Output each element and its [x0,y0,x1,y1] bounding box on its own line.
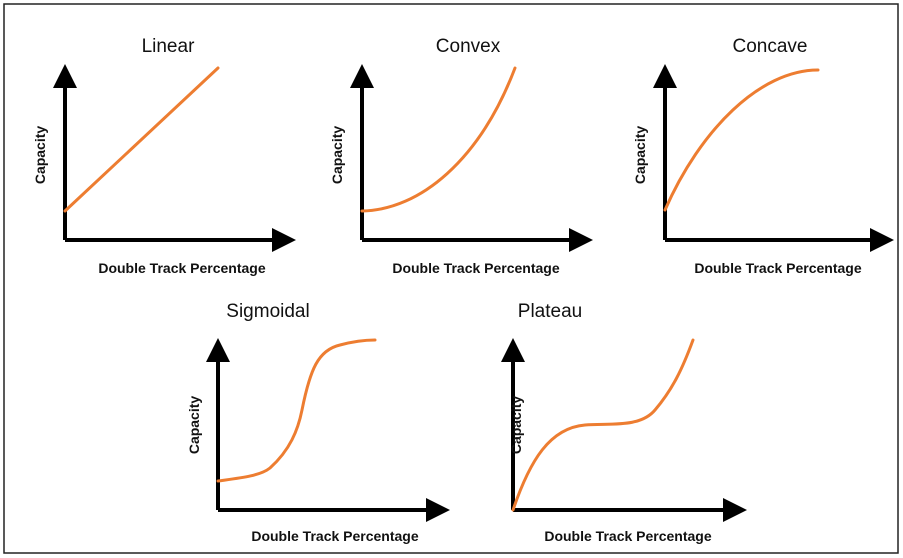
curve [360,66,517,213]
panel-convex: Convex Double Track Percentage Capacity [329,36,593,276]
panel-concave: Concave Double Track Percentage Capacity [632,36,894,276]
y-label: Capacity [329,126,345,185]
y-label: Capacity [186,396,202,455]
y-label: Capacity [632,126,648,185]
curve [63,66,220,213]
x-label: Double Track Percentage [694,260,862,276]
panel-title: Sigmoidal [226,301,309,322]
x-label: Double Track Percentage [392,260,560,276]
x-label: Double Track Percentage [544,528,712,544]
panel-title: Convex [436,36,501,57]
panel-title: Concave [733,36,808,57]
curve [216,338,377,483]
y-label: Capacity [508,396,524,455]
panel-linear: Linear Double Track Percentage Capacity [32,36,296,276]
curve [511,338,695,512]
y-label: Capacity [32,126,48,185]
curve [663,68,820,212]
panel-sigmoidal: Sigmoidal Double Track Percentage Capaci… [186,301,450,544]
frame [3,3,899,554]
panel-title: Linear [142,36,195,57]
panel-title: Plateau [518,301,582,322]
x-label: Double Track Percentage [251,528,419,544]
panel-plateau: Plateau Double Track Percentage Capacity [501,301,747,544]
x-label: Double Track Percentage [98,260,266,276]
